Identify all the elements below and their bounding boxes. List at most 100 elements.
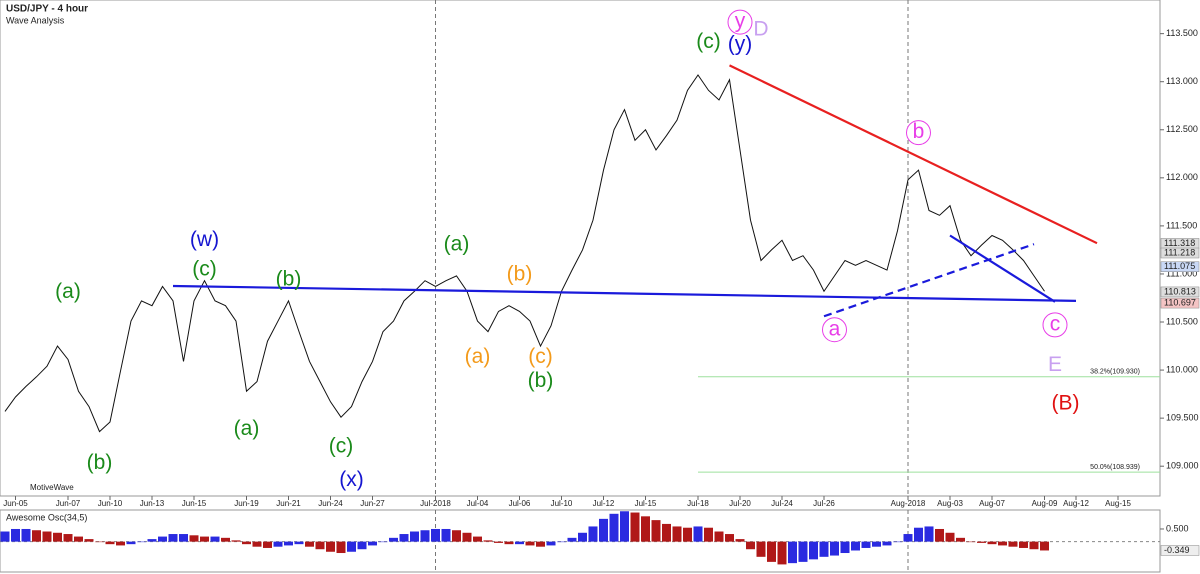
x-tick-label: Aug-15 [1105, 499, 1131, 508]
x-tick-label: Jun-15 [182, 499, 207, 508]
price-marker [1160, 297, 1200, 309]
osc-current-box [1160, 545, 1200, 556]
annotation-circle [906, 120, 931, 146]
wave-label: (a) [55, 280, 81, 303]
x-tick-label: Jun-10 [98, 499, 123, 508]
y-tick-label: 110.500 [1166, 316, 1198, 326]
osc-bar [116, 541, 125, 546]
osc-bar [935, 528, 944, 542]
x-tick-label: Jul-06 [509, 499, 531, 508]
osc-bar [683, 527, 692, 542]
osc-bar [368, 541, 377, 546]
osc-bar [840, 541, 850, 554]
wave-label: (c) [329, 435, 354, 458]
osc-bar [326, 541, 335, 552]
x-tick-label: Jun-07 [56, 499, 81, 508]
annotation-circle [727, 9, 753, 35]
price-marker-label: 111.075 [1164, 261, 1195, 271]
osc-bar [893, 541, 902, 543]
osc-bar [777, 541, 787, 565]
osc-bar [620, 511, 629, 542]
wave-label: (b) [276, 267, 302, 290]
chart-subtitle: Wave Analysis [6, 15, 65, 25]
wave-label: (c) [192, 258, 217, 281]
osc-bar [473, 536, 482, 542]
annotation-circle [822, 317, 847, 343]
wave-label: (B) [1052, 391, 1080, 414]
osc-bar [903, 534, 913, 542]
osc-bar [1019, 541, 1028, 548]
osc-bar [21, 528, 31, 542]
osc-bar [725, 534, 734, 542]
price-marker-label: 110.697 [1164, 297, 1196, 307]
osc-bar [105, 541, 115, 545]
y-tick-label: 112.000 [1166, 172, 1198, 182]
x-tick-label: Jun-21 [276, 499, 301, 508]
wave-label: (a) [465, 345, 491, 368]
x-tick-label: Aug-2018 [891, 499, 926, 508]
trendline [949, 234, 1056, 303]
fib-label: 38.2%(109.930) [1090, 369, 1140, 376]
osc-bar [32, 530, 41, 542]
osc-bar [189, 535, 199, 542]
watermark: MotiveWave [30, 483, 74, 492]
osc-bar [998, 541, 1007, 546]
x-tick-label: Jun-24 [318, 499, 343, 508]
plot-frame [0, 0, 1161, 497]
osc-bar [693, 526, 703, 542]
osc-bar [567, 537, 577, 542]
osc-bar [389, 537, 398, 542]
osc-bar [714, 531, 724, 542]
fib-label: 50.0%(108.939) [1090, 464, 1140, 471]
x-tick-label: Jun-27 [360, 499, 385, 508]
osc-bar [546, 541, 556, 546]
osc-bar [987, 541, 997, 545]
osc-bar [1029, 541, 1039, 550]
osc-bar [1040, 541, 1049, 551]
wave-label: (y) [728, 33, 753, 56]
osc-bar [158, 536, 167, 542]
x-tick-label: Jul-12 [593, 499, 615, 508]
osc-bar [84, 539, 94, 542]
wave-label: E [1048, 353, 1062, 376]
osc-bar [0, 531, 10, 542]
price-marker [1160, 261, 1200, 272]
osc-bar [399, 534, 409, 542]
osc-bar [42, 531, 52, 542]
wave-label: (b) [87, 451, 113, 474]
osc-bar [641, 516, 650, 542]
osc-bar [504, 541, 514, 545]
osc-bar [914, 527, 923, 542]
osc-bar [557, 541, 566, 543]
wave-label: (w) [190, 228, 219, 251]
wave-label: (c) [696, 30, 721, 53]
wave-label: (b) [528, 369, 554, 392]
wave-label: (a) [444, 233, 470, 256]
osc-bar [515, 541, 524, 545]
wave-label: c [1050, 312, 1061, 335]
x-tick-label: Jul-18 [687, 499, 709, 508]
osc-bar [147, 539, 157, 542]
osc-bar [599, 518, 608, 542]
osc-bar [452, 530, 461, 542]
osc-bar [851, 541, 860, 551]
osc-bar [53, 532, 62, 542]
osc-bar [924, 526, 934, 542]
x-tick-label: Jul-2018 [420, 499, 451, 508]
price-marker [1160, 286, 1200, 298]
osc-bar [263, 541, 272, 548]
osc-bar [420, 530, 430, 542]
y-tick-label: 109.500 [1166, 413, 1199, 423]
osc-bar [578, 532, 587, 542]
osc-bar [977, 541, 986, 543]
x-tick-label: Jun-13 [140, 499, 165, 508]
osc-bar [242, 541, 251, 545]
osc-bar [273, 541, 283, 547]
osc-bar [95, 541, 104, 543]
wave-label: (x) [339, 468, 364, 491]
x-tick-label: Jun-05 [3, 499, 28, 508]
osc-bar [819, 541, 829, 557]
osc-bar [347, 541, 356, 552]
osc-title: Awesome Osc(34,5) [6, 512, 87, 522]
